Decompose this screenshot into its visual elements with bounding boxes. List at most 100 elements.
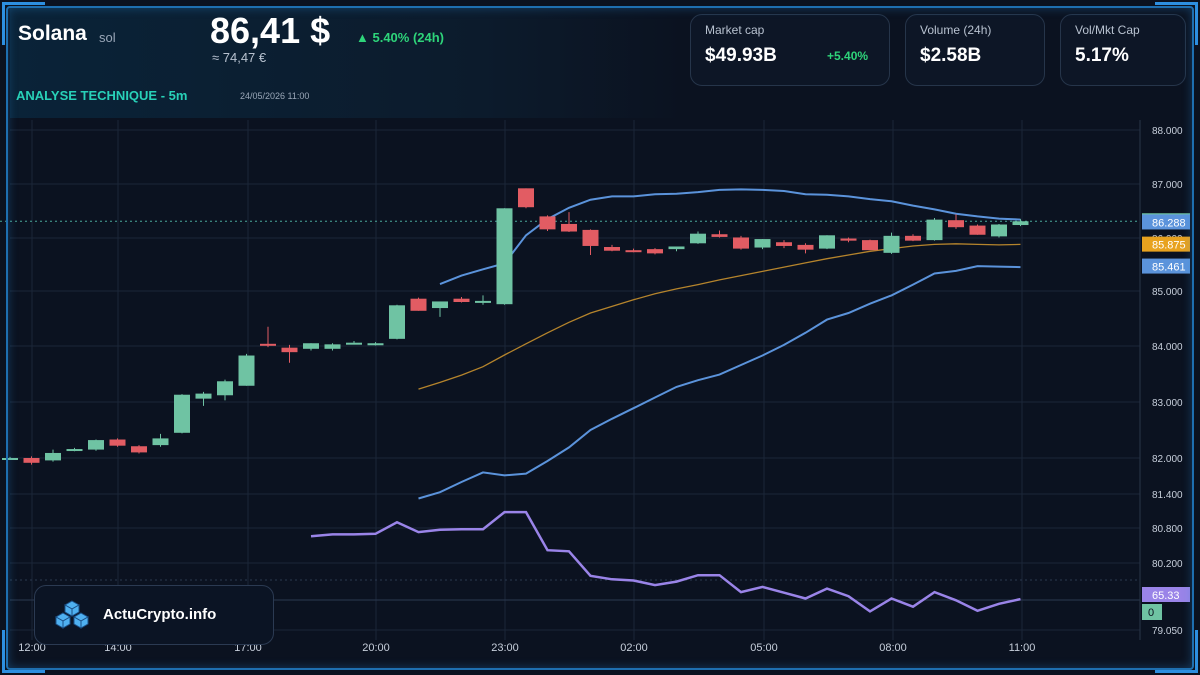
y-tick-label: 85.000 [1152, 287, 1183, 298]
volume-label: Volume (24h) [920, 23, 992, 37]
rsi-value-tag [1142, 587, 1190, 602]
candle-down [969, 225, 986, 235]
rsi-value-label: 65.33 [1152, 590, 1180, 602]
y-tick-label: 82.000 [1152, 454, 1183, 465]
candle-down [604, 247, 620, 251]
market-cap-card: Market cap $49.93B +5.40% [690, 14, 890, 86]
change-24h: ▲ 5.40% (24h) [356, 30, 445, 45]
candle-up [303, 343, 319, 349]
section-date: 24/05/2026 11:00 [240, 91, 310, 101]
moving-average-line [418, 243, 1021, 390]
candle-up [45, 452, 61, 461]
candle-down [625, 250, 642, 253]
x-tick-label: 02:00 [620, 642, 648, 654]
candle-down [539, 216, 556, 230]
vol-mktcap-value: 5.17% [1075, 45, 1129, 66]
brand-name: ActuCrypto.info [103, 606, 217, 623]
candle-up [346, 342, 362, 345]
candle-up [66, 449, 83, 452]
vol-mktcap-card: Vol/Mkt Cap 5.17% [1060, 14, 1186, 86]
bb-low-label: 85.461 [1152, 262, 1186, 274]
bb-low-tag [1142, 258, 1190, 274]
candle-down [23, 458, 40, 463]
candle-down [733, 237, 749, 249]
sub-value-label: 0 [1148, 607, 1154, 619]
brand-badge[interactable]: ActuCrypto.info [34, 585, 274, 645]
candle-up [475, 300, 491, 303]
candle-down [776, 242, 792, 246]
x-tick-label: 08:00 [879, 642, 907, 654]
candle-up [926, 219, 943, 241]
y-tick-label: 84.000 [1152, 342, 1183, 353]
market-cap-label: Market cap [705, 23, 765, 37]
y-tick-label: 88.000 [1152, 126, 1183, 137]
candle-down [260, 343, 276, 346]
candle-up [174, 394, 190, 433]
candle-up [389, 305, 405, 339]
candle-up [432, 301, 448, 309]
candle-down [131, 446, 147, 453]
bb-mid-label: 86.288 [1152, 217, 1186, 229]
candle-up [690, 233, 706, 244]
section-title: ANALYSE TECHNIQUE - 5m [16, 88, 188, 103]
candle-up [496, 208, 513, 305]
bb-mid-tag [1142, 214, 1190, 230]
candle-up [324, 344, 341, 349]
candle-down [647, 249, 663, 254]
x-tick-label: 20:00 [362, 642, 390, 654]
current-price: 86,41 $ [210, 10, 331, 51]
candle-down [797, 244, 814, 250]
market-cap-value: $49.93B [705, 45, 777, 66]
candle-up [668, 246, 685, 250]
candle-up [152, 438, 169, 446]
candle-down [905, 235, 921, 241]
candle-up [754, 239, 771, 248]
candle-down [711, 234, 728, 237]
y-tick-label: 80.800 [1152, 524, 1183, 535]
candle-down [582, 229, 599, 246]
asset-name: Solana [18, 22, 87, 45]
market-cap-delta: +5.40% [827, 49, 869, 63]
candle-up [883, 235, 900, 253]
candle-down [561, 223, 577, 232]
x-tick-label: 05:00 [750, 642, 778, 654]
candle-up [195, 393, 212, 399]
x-tick-label: 12:00 [18, 642, 46, 654]
asset-symbol: sol [99, 30, 116, 45]
candle-down [109, 439, 126, 446]
candle-up [238, 355, 255, 386]
candle-up [88, 440, 104, 450]
y-tick-label: 79.050 [1152, 626, 1183, 637]
header-panel: Solana sol 86,41 $ ≈ 74,47 € ▲ 5.40% (24… [10, 8, 686, 118]
candle-up [217, 381, 233, 396]
candle-up [367, 343, 384, 346]
y-tick-label: 83.000 [1152, 398, 1183, 409]
volume-card: Volume (24h) $2.58B [905, 14, 1045, 86]
x-tick-label: 11:00 [1009, 642, 1036, 654]
cube-logo-icon [54, 600, 90, 629]
x-tick-label: 17:00 [234, 642, 262, 654]
candle-down [410, 298, 427, 311]
x-tick-label: 23:00 [491, 642, 519, 654]
y-tick-label: 81.400 [1152, 490, 1183, 501]
candle-up [1012, 221, 1029, 226]
candle-down [453, 298, 470, 302]
bollinger-upper-line [439, 188, 1021, 286]
sub-value-tag [1142, 604, 1162, 620]
x-tick-label: 14:00 [104, 642, 132, 654]
candle-down [518, 188, 534, 208]
candle-down [281, 347, 298, 353]
vol-mktcap-label: Vol/Mkt Cap [1075, 23, 1140, 37]
candle-down [862, 240, 878, 251]
volume-value: $2.58B [920, 45, 982, 66]
y-tick-label: 80.200 [1152, 559, 1183, 570]
candle-up [819, 235, 835, 249]
price-eur: ≈ 74,47 € [212, 50, 267, 65]
ma-value-label: 85.875 [1152, 240, 1186, 252]
y-tick-label: 87.000 [1152, 180, 1183, 191]
candle-up [2, 458, 18, 460]
candle-up [991, 224, 1007, 237]
candle-down [840, 238, 857, 241]
ma-value-tag [1142, 236, 1190, 252]
bollinger-lower-line [418, 265, 1021, 500]
